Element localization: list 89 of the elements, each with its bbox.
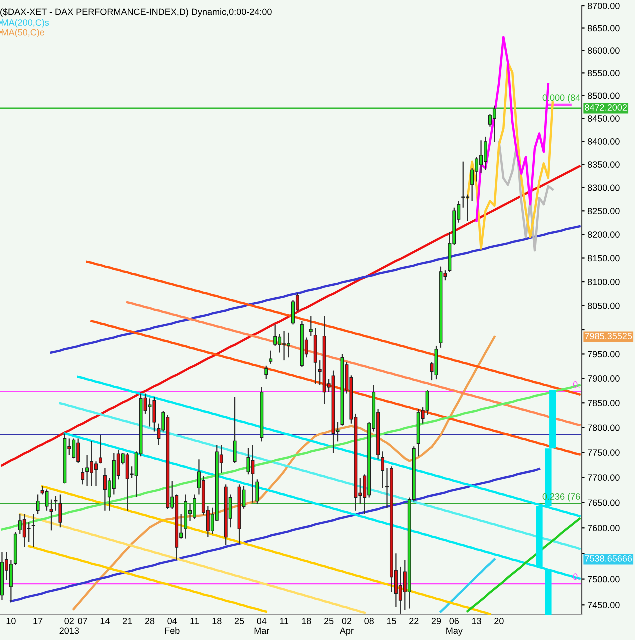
line-series (59, 402, 581, 550)
text: 7538.65666 (585, 555, 632, 562)
y-tick-label: 8700.00 (588, 2, 620, 10)
candlestick (381, 451, 385, 489)
candlestick (269, 350, 273, 365)
x-tick-label: 04 Mar (254, 618, 270, 634)
x-tick-label: 11 (280, 618, 289, 624)
candlestick (54, 496, 58, 512)
y-tick-label: 8550.00 (588, 70, 620, 77)
y-tick-label: 8400.00 (588, 138, 620, 145)
candlestick (86, 454, 90, 487)
legend-label: MA(200,C)s (2, 19, 50, 28)
x-tick-label: 08 (364, 618, 374, 624)
y-tick-label: 8150.00 (588, 255, 620, 262)
candlestick (246, 448, 250, 476)
x-tick-label: 18 (212, 618, 222, 624)
y-tick-label: 7700.00 (588, 474, 620, 482)
x-tick-label: 10 (6, 618, 16, 624)
candlestick (148, 398, 152, 428)
line-series (466, 518, 581, 612)
x-tick-label: 14 (100, 618, 110, 624)
y-tick-label: 8250.00 (588, 208, 620, 215)
y-tick-label: 7950.00 (588, 351, 620, 358)
y-tick-label: 7600.00 (588, 525, 620, 532)
y-tick-label: 7500.00 (588, 576, 620, 583)
line-series (86, 260, 581, 396)
y-tick-label: 7750.00 (588, 450, 620, 456)
candlestick (462, 161, 466, 208)
x-tick-label: 28 (145, 618, 155, 624)
line-series (90, 320, 581, 456)
line-series (126, 301, 581, 426)
x-tick-label: 02 2013 (60, 618, 80, 634)
x-tick-label: 15 (387, 618, 396, 624)
line-series (498, 140, 554, 252)
y-tick-label: 8600.00 (588, 48, 620, 54)
y-tick-label: 8350.00 (588, 162, 620, 168)
candlestick (81, 468, 85, 486)
chart-title: ($DAX-XET - DAX PERFORMANCE-INDEX,D) Dynamic,0:00-24:00 (0, 8, 272, 18)
x-tick-label: 06 May (446, 618, 463, 636)
line-series (440, 558, 496, 613)
x-tick-label: 20 (494, 618, 504, 624)
x-tick-label: 25 (324, 618, 334, 624)
y-tick-label: 7900.00 (588, 376, 620, 382)
y-tick-label: 8450.00 (588, 116, 620, 122)
candlestick (274, 324, 278, 347)
candlestick (233, 396, 237, 464)
x-tick-label: 11 (190, 618, 199, 624)
y-tick-label: 8300.00 (588, 184, 620, 192)
legend-label: MA(50,C)e (2, 29, 45, 38)
y-tick-label: 8200.00 (588, 232, 620, 238)
candlestick (309, 316, 313, 337)
line-series (1, 165, 581, 467)
x-tick-label: 13 (472, 618, 482, 624)
candlestick (32, 514, 36, 548)
candlestick (426, 390, 430, 416)
x-tick-label: 04 Feb (165, 618, 180, 634)
line-series (19, 513, 366, 614)
y-tick-label: 7850.00 (588, 400, 620, 406)
x-tick-label: 25 (234, 618, 244, 624)
x-tick-label: 17 (34, 618, 43, 624)
x-tick-label: 21 (123, 618, 132, 624)
candlestick (58, 494, 62, 528)
candlestick (492, 105, 496, 143)
candlestick (98, 434, 102, 464)
text: 7985.35525 (585, 333, 632, 340)
y-tick-label: 7800.00 (588, 424, 620, 432)
candlestick (256, 479, 260, 505)
line-series (10, 468, 541, 603)
x-tick-label: 02 Apr (340, 618, 354, 636)
y-tick-label: 7450.00 (588, 602, 620, 608)
x-tick-label: 29 (432, 618, 442, 624)
candlestick (264, 365, 268, 380)
candlestick (36, 494, 40, 515)
line-series (28, 545, 268, 613)
y-tick-label: 8050.00 (588, 302, 620, 310)
candlestick (50, 499, 54, 532)
candlestick (27, 522, 31, 543)
y-tick-label: 8650.00 (588, 25, 620, 32)
ref-line-label: 8472.2002 (585, 104, 627, 111)
y-tick-label: 7650.00 (588, 500, 620, 506)
line-series (50, 226, 581, 354)
line-series (41, 486, 492, 615)
x-tick-label: 18 (302, 618, 312, 624)
y-tick-label: 8100.00 (588, 278, 620, 286)
x-tick-label: 07 (78, 618, 88, 624)
y-tick-label: 8500.00 (588, 92, 620, 100)
candlestick (9, 560, 13, 603)
x-tick-label: 22 (410, 618, 419, 624)
line-series (72, 336, 496, 610)
